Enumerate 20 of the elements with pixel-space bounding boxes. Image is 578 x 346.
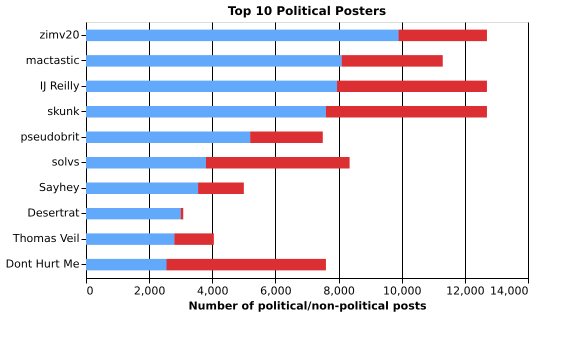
y-tick-label: Desertrat (27, 206, 80, 220)
y-tick-label: pseudobrit (20, 130, 80, 144)
x-tick-label: 6,000 (260, 284, 292, 298)
y-tick-label: solvs (52, 156, 80, 169)
x-tick-label: 14,000 (490, 284, 528, 298)
y-tick-label: Dont Hurt Me (6, 258, 80, 271)
x-tick-label: 4,000 (197, 284, 229, 298)
y-tick-label: zimv20 (39, 28, 80, 42)
x-tick-label: 10,000 (382, 284, 422, 298)
y-tick-label: IJ Reilly (40, 79, 80, 92)
x-tick-label: 2,000 (134, 284, 166, 298)
y-tick-label: Sayhey (39, 181, 80, 194)
x-tick-label: 0 (86, 284, 94, 298)
x-axis-title: Number of political/non-political posts (188, 300, 428, 312)
y-tick-label: skunk (47, 104, 80, 118)
y-tick-label: Thomas Veil (12, 232, 80, 246)
x-tick-label: 12,000 (446, 284, 485, 298)
chart-title: Top 10 Political Posters (228, 4, 386, 18)
x-tick-label: 8,000 (323, 284, 355, 298)
y-tick-label: mactastic (26, 54, 80, 67)
